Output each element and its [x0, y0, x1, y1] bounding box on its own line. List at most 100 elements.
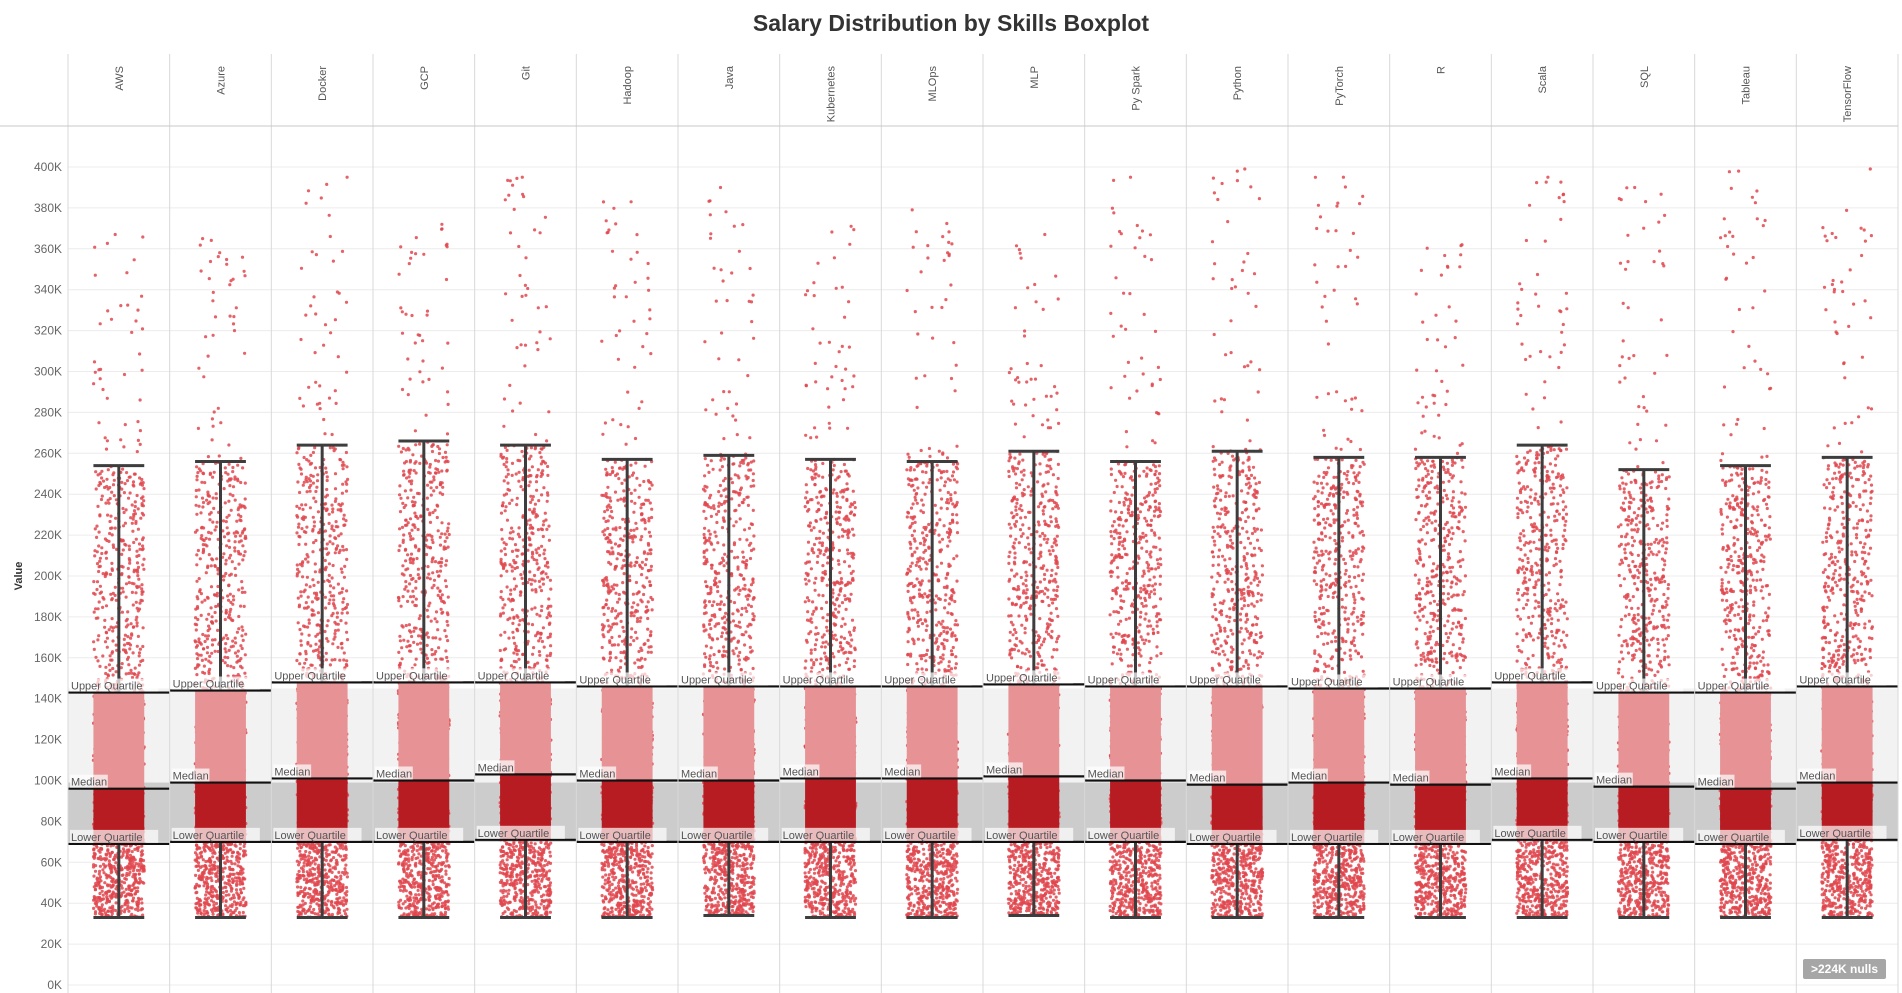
data-point: [142, 567, 146, 571]
data-point: [295, 658, 299, 663]
data-point: [230, 903, 234, 907]
data-point: [237, 627, 241, 631]
data-point: [325, 507, 329, 511]
data-point: [340, 885, 344, 889]
data-point: [205, 902, 209, 906]
data-point: [119, 855, 124, 859]
data-point: [318, 407, 322, 411]
data-point: [204, 657, 208, 661]
data-point: [119, 304, 123, 308]
data-point: [225, 262, 229, 266]
data-point: [302, 878, 306, 882]
data-point: [210, 438, 214, 442]
data-point: [206, 565, 210, 570]
data-point: [213, 909, 217, 913]
data-point: [114, 670, 118, 674]
data-point: [397, 849, 401, 853]
data-point: [237, 911, 241, 915]
data-point: [239, 480, 243, 485]
data-point: [198, 641, 202, 645]
data-point: [134, 889, 138, 894]
data-point: [206, 911, 210, 915]
data-point: [213, 610, 217, 615]
data-point: [307, 621, 311, 625]
data-point: [200, 526, 204, 530]
data-point: [340, 249, 345, 253]
data-point: [213, 864, 217, 868]
data-point: [324, 495, 328, 499]
data-point: [340, 646, 344, 650]
data-point: [325, 624, 329, 628]
data-point: [100, 903, 104, 907]
data-point: [97, 905, 101, 910]
data-point: [196, 617, 200, 622]
data-point: [138, 547, 142, 551]
data-point: [139, 496, 144, 500]
data-point: [311, 877, 315, 881]
data-point: [139, 908, 143, 912]
data-point: [298, 396, 302, 400]
data-point: [123, 521, 127, 525]
data-point: [228, 484, 232, 488]
data-point: [311, 609, 315, 613]
data-point: [209, 899, 214, 903]
data-point: [200, 534, 204, 538]
data-point: [328, 584, 333, 588]
data-point: [120, 886, 124, 890]
data-point: [325, 182, 329, 186]
data-point: [195, 553, 199, 557]
data-point: [341, 467, 345, 471]
data-point: [109, 592, 113, 596]
data-point: [210, 643, 215, 647]
data-point: [141, 869, 145, 873]
data-point: [242, 269, 246, 273]
data-point: [310, 250, 314, 254]
data-point: [312, 907, 316, 912]
data-point: [403, 900, 407, 904]
data-point: [235, 879, 239, 883]
data-point: [229, 897, 233, 901]
data-point: [104, 630, 108, 634]
data-point: [298, 627, 302, 632]
data-point: [302, 480, 306, 484]
data-point: [233, 546, 237, 550]
data-point: [297, 462, 301, 466]
data-point: [311, 515, 315, 519]
data-point: [122, 881, 127, 885]
data-point: [234, 641, 238, 645]
data-point: [201, 472, 206, 476]
data-point: [101, 893, 105, 897]
data-point: [210, 868, 214, 872]
data-point: [127, 671, 131, 676]
data-point: [444, 872, 448, 876]
data-point: [113, 908, 118, 913]
data-point: [232, 872, 236, 876]
data-point: [342, 597, 346, 601]
data-point: [134, 319, 138, 323]
data-point: [224, 642, 228, 646]
data-point: [231, 494, 235, 498]
data-point: [333, 629, 338, 633]
data-point: [120, 487, 124, 491]
data-point: [446, 907, 451, 911]
data-point: [113, 880, 118, 884]
data-point: [97, 569, 101, 574]
data-point: [413, 863, 417, 867]
data-point: [120, 662, 124, 666]
data-point: [223, 617, 227, 622]
data-point: [300, 527, 304, 531]
data-point: [129, 622, 133, 626]
data-point: [303, 661, 307, 665]
data-point: [417, 893, 421, 897]
data-point: [205, 595, 210, 600]
data-point: [112, 471, 116, 475]
data-point: [304, 849, 308, 854]
data-point: [299, 853, 303, 857]
data-point: [214, 525, 218, 529]
data-point: [97, 600, 101, 604]
data-point: [227, 583, 231, 587]
data-point: [126, 566, 130, 571]
data-point: [126, 610, 130, 614]
data-point: [215, 557, 219, 561]
data-point: [122, 643, 127, 647]
